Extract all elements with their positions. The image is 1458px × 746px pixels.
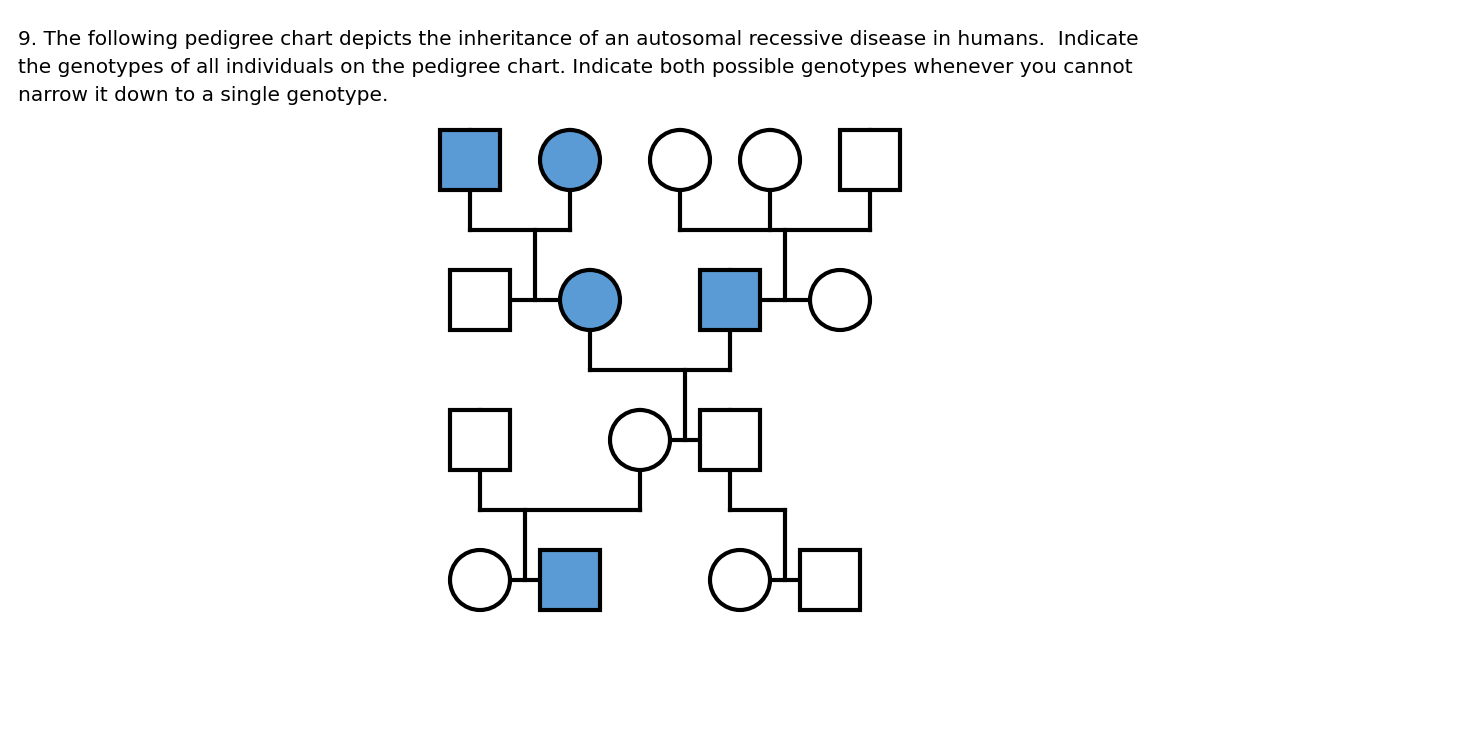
- Circle shape: [451, 550, 510, 610]
- Bar: [840, 130, 900, 190]
- Circle shape: [609, 410, 671, 470]
- Bar: [539, 550, 601, 610]
- Circle shape: [539, 130, 601, 190]
- Text: 9. The following pedigree chart depicts the inheritance of an autosomal recessiv: 9. The following pedigree chart depicts …: [17, 30, 1139, 105]
- Circle shape: [650, 130, 710, 190]
- Circle shape: [710, 550, 770, 610]
- Bar: [800, 550, 860, 610]
- Bar: [440, 130, 500, 190]
- Circle shape: [560, 270, 620, 330]
- Circle shape: [811, 270, 870, 330]
- Bar: [700, 270, 760, 330]
- Bar: [451, 410, 510, 470]
- Circle shape: [741, 130, 800, 190]
- Bar: [700, 410, 760, 470]
- Bar: [451, 270, 510, 330]
